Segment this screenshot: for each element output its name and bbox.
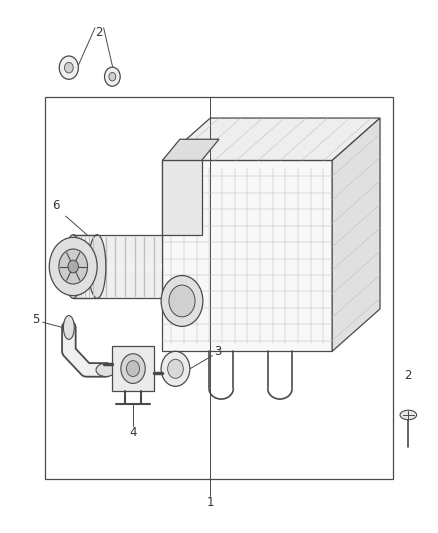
Polygon shape	[162, 160, 201, 235]
Circle shape	[105, 67, 120, 86]
Circle shape	[127, 361, 140, 376]
Circle shape	[161, 276, 203, 326]
Circle shape	[109, 72, 116, 81]
Ellipse shape	[64, 316, 74, 340]
Text: 3: 3	[215, 345, 222, 358]
Ellipse shape	[64, 235, 82, 298]
Bar	[45, 97, 393, 479]
Polygon shape	[332, 118, 380, 351]
Circle shape	[121, 354, 145, 383]
Text: 2: 2	[405, 369, 412, 382]
Circle shape	[168, 359, 184, 378]
Circle shape	[59, 249, 88, 284]
Text: 2: 2	[95, 26, 103, 38]
Circle shape	[169, 285, 195, 317]
Polygon shape	[73, 235, 97, 298]
Polygon shape	[162, 160, 332, 351]
Polygon shape	[162, 139, 219, 160]
Text: 5: 5	[32, 313, 39, 326]
Ellipse shape	[96, 364, 116, 376]
Ellipse shape	[88, 235, 106, 298]
Polygon shape	[97, 235, 162, 298]
Circle shape	[59, 56, 78, 79]
Circle shape	[64, 62, 73, 73]
Circle shape	[49, 237, 97, 296]
Polygon shape	[162, 118, 380, 160]
Circle shape	[68, 260, 78, 273]
Ellipse shape	[400, 410, 417, 419]
Circle shape	[161, 351, 190, 386]
Text: 6: 6	[52, 199, 60, 212]
Text: 4: 4	[129, 426, 137, 439]
Text: 1: 1	[207, 496, 214, 509]
Bar	[113, 346, 154, 391]
